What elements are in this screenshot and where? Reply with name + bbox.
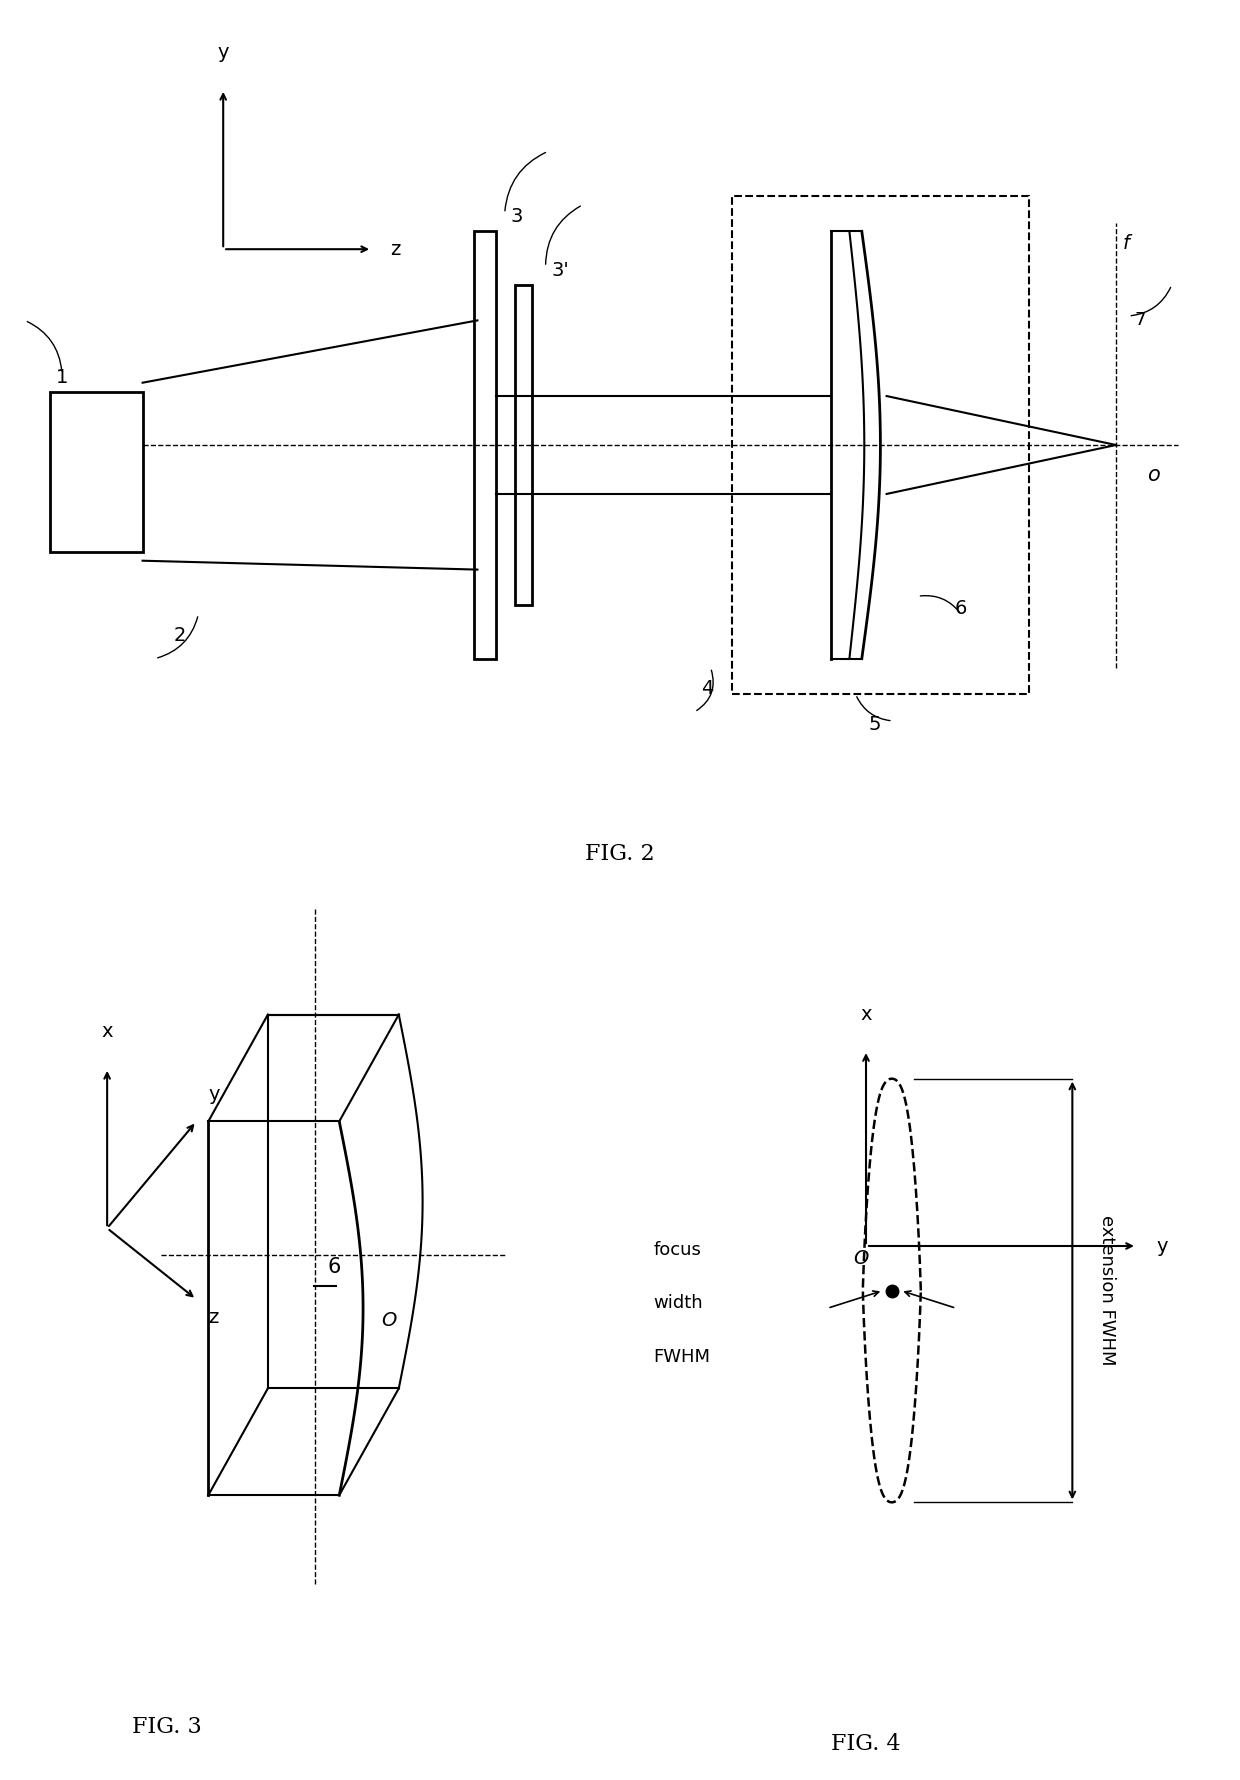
Bar	[732, 196, 1029, 694]
Text: 3: 3	[511, 208, 523, 226]
Text: 3': 3'	[552, 262, 569, 279]
Text: y: y	[217, 43, 229, 62]
Bar	[474, 231, 496, 659]
Text: 7: 7	[1135, 312, 1146, 329]
Text: z: z	[208, 1308, 218, 1328]
Text: extension FWHM: extension FWHM	[1099, 1216, 1116, 1365]
Text: f: f	[1122, 235, 1130, 253]
Text: FIG. 3: FIG. 3	[131, 1716, 202, 1737]
Text: y: y	[208, 1084, 219, 1104]
Text: width: width	[653, 1294, 703, 1312]
Text: 2: 2	[174, 627, 186, 644]
Text: x: x	[102, 1022, 113, 1041]
Text: 5: 5	[868, 716, 880, 733]
Text: 6: 6	[327, 1257, 341, 1276]
Text: 1: 1	[56, 368, 68, 386]
Text: z: z	[391, 240, 401, 258]
Text: O: O	[381, 1312, 397, 1330]
Bar	[515, 285, 532, 605]
Text: x: x	[861, 1004, 872, 1024]
Text: O: O	[853, 1250, 868, 1267]
Text: y: y	[1156, 1237, 1168, 1255]
Text: 6: 6	[955, 600, 967, 618]
Text: FWHM: FWHM	[653, 1347, 711, 1365]
Bar	[50, 392, 143, 552]
Text: FIG. 2: FIG. 2	[585, 844, 655, 865]
Text: FIG. 4: FIG. 4	[831, 1734, 900, 1755]
Text: 4: 4	[701, 680, 713, 698]
Text: focus: focus	[653, 1241, 701, 1258]
Text: o: o	[1147, 465, 1159, 484]
